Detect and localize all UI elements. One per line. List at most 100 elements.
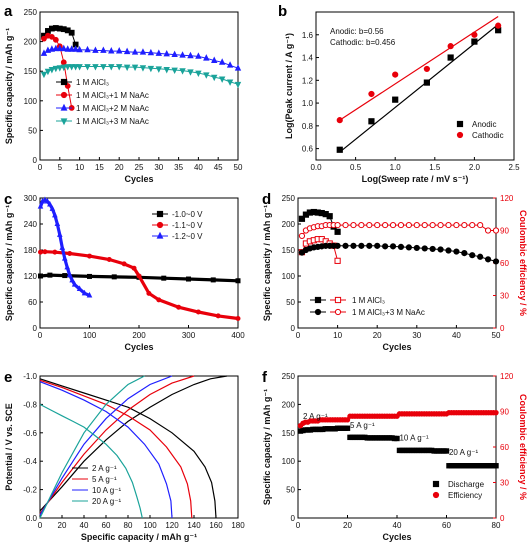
x-tick-label: 50: [234, 163, 243, 172]
y2-axis-label: Coulombic efficiency / %: [518, 394, 528, 500]
x-tick-label: 2.0: [469, 163, 481, 172]
data-point: [342, 221, 349, 229]
data-point: [40, 71, 48, 79]
legend-label: 1 M AlCl₃+1 M NaAc: [76, 91, 149, 100]
data-point: [60, 59, 67, 66]
data-point: [61, 255, 68, 261]
data-point: [56, 65, 64, 72]
data-point: [147, 65, 155, 73]
y-tick-label: 0: [291, 324, 296, 333]
y-tick-label: 120: [24, 272, 38, 281]
x-tick-label: 100: [143, 521, 157, 530]
data-point: [87, 273, 92, 279]
data-point: [44, 197, 51, 204]
data-point: [37, 249, 43, 255]
y-tick-label: 100: [24, 97, 38, 106]
legend-label: 10 A g⁻¹: [92, 486, 121, 495]
x-tick-label: 20: [373, 331, 382, 340]
data-point: [429, 245, 436, 253]
data-point: [413, 221, 420, 229]
data-point: [421, 245, 428, 252]
data-point: [495, 22, 502, 29]
data-point: [81, 289, 88, 296]
data-point: [56, 44, 64, 52]
legend-swatch-marker: [60, 103, 68, 111]
y-tick-label: 50: [28, 126, 37, 135]
data-point: [37, 273, 43, 279]
x-tick-label: 10: [333, 331, 342, 340]
data-point: [234, 64, 242, 71]
y2-tick-label: 0: [500, 324, 505, 333]
legend-swatch-marker: [456, 131, 464, 139]
x-tick-label: 60: [442, 521, 451, 530]
y2-tick-label: 120: [500, 372, 514, 381]
y2-tick-label: 90: [500, 408, 509, 417]
data-point: [48, 45, 56, 52]
data-point: [350, 221, 357, 229]
y-tick-label: 240: [24, 220, 38, 229]
x-tick-label: 20: [58, 521, 67, 530]
y-tick-label: 250: [24, 8, 38, 17]
data-point: [421, 221, 428, 229]
data-point: [492, 258, 500, 265]
data-point: [195, 309, 201, 315]
data-point: [358, 242, 365, 249]
x-tick-label: 0: [296, 521, 301, 530]
panel-b: b 0.0 0.5 1.0 1.5 2.0 2.5 0.6 0.8 1.0 1.2 1.4 1.6 Log…: [278, 3, 520, 184]
legend-label: Anodic: [472, 120, 496, 129]
data-point: [146, 290, 152, 296]
legend-label: 1 M AlCl₃+2 M NaAc: [76, 104, 149, 113]
legend-label: -1.0~0 V: [172, 210, 203, 219]
panel-label: d: [262, 191, 271, 208]
data-point: [382, 221, 389, 229]
rate-annotation: 5 A g⁻¹: [350, 421, 375, 430]
data-point: [131, 265, 137, 271]
x-tick-label: 100: [83, 331, 97, 340]
x-axis-label: Specific capacity / mAh g⁻¹: [81, 532, 197, 542]
y-axis-label: Potential / V vs. SCE: [4, 403, 14, 491]
y-axis-label: Specific capacity / mAh g⁻¹: [4, 28, 14, 144]
rate-annotation: 10 A g⁻¹: [399, 433, 428, 442]
data-point: [40, 49, 48, 56]
data-point: [156, 297, 162, 303]
data-point: [358, 221, 365, 229]
legend-swatch-marker: [432, 480, 440, 488]
data-point: [47, 200, 53, 207]
x-tick-label: 50: [492, 331, 501, 340]
legend-swatch-marker: [314, 308, 322, 316]
x-tick-label: 0.5: [350, 163, 362, 172]
data-point: [471, 38, 478, 45]
data-point: [447, 43, 454, 50]
data-point: [344, 417, 351, 423]
data-point: [69, 276, 75, 283]
data-point: [443, 448, 450, 454]
data-point: [368, 90, 375, 98]
x-tick-label: 40: [393, 521, 402, 530]
data-point: [195, 52, 202, 59]
panel-a: a 0 5 10 15 20 25 30 35 40 45 50 0 50 100 150 200 250 Cycl…: [4, 3, 243, 184]
discharge-curve: [39, 381, 173, 519]
x-tick-label: 180: [231, 521, 245, 530]
legend-label: 1 M AlCl₃+3 M NaAc: [76, 117, 149, 126]
data-point: [477, 253, 484, 260]
data-point: [92, 46, 99, 53]
data-point: [52, 249, 58, 255]
data-point: [484, 256, 492, 263]
y-tick-label: 0.0: [26, 514, 38, 523]
annotation: Anodic: b=0.56: [330, 27, 384, 36]
y-tick-label: 1.4: [302, 54, 314, 63]
legend-label: -1.1~0 V: [172, 221, 203, 230]
data-point: [115, 64, 123, 71]
legend-swatch-marker: [60, 118, 68, 126]
data-point: [62, 273, 68, 279]
data-point: [334, 257, 341, 264]
x-tick-label: 45: [214, 163, 223, 172]
legend-label: 1 M AlCl₃: [352, 296, 385, 305]
data-point: [52, 36, 59, 43]
data-point: [392, 71, 399, 78]
y-axis-label: Specific capacity / mAh g⁻¹: [4, 205, 14, 321]
y-tick-label: 60: [28, 298, 37, 307]
x-tick-label: 300: [182, 331, 196, 340]
x-tick-label: 5: [58, 163, 63, 172]
x-tick-label: 1.0: [390, 163, 402, 172]
